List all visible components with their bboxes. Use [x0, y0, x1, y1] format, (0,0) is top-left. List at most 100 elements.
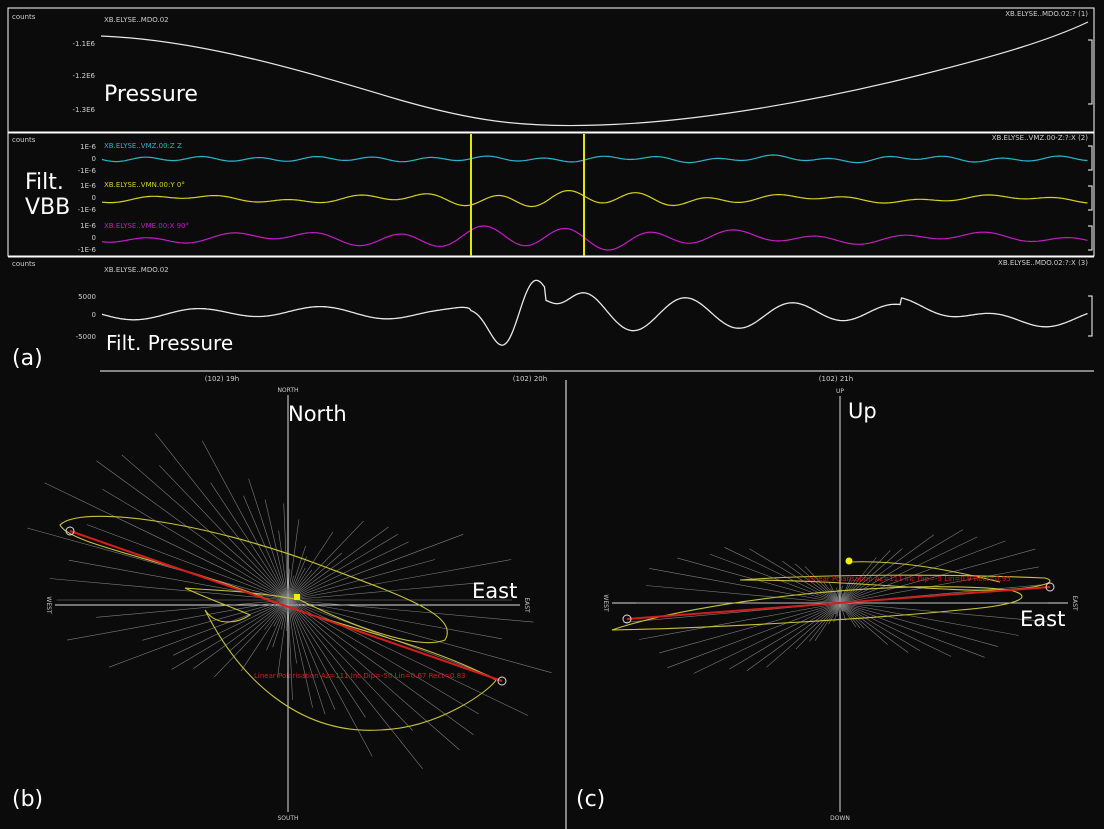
motion-ray — [749, 548, 841, 604]
motion-ray — [287, 599, 460, 751]
motion-ray — [287, 599, 413, 731]
motion-ray — [809, 602, 841, 642]
motion-ray — [839, 566, 1039, 604]
motion-ray — [287, 599, 502, 640]
filt-pressure-units: counts — [12, 260, 36, 268]
motion-ray — [283, 503, 289, 601]
time-tick-20h: (102) 20h — [513, 375, 547, 383]
motion-ray — [667, 602, 841, 669]
motion-ray — [724, 547, 841, 604]
motion-ray — [839, 581, 852, 604]
motion-ray — [287, 559, 435, 601]
motion-ray — [277, 599, 289, 678]
vbb-e-tick-bot: -1E-6 — [78, 246, 97, 254]
vbb-n-name: XB.ELYSE..VMN.00:Y 0° — [104, 181, 185, 189]
c-up-axis-label: UP — [836, 388, 844, 395]
filt-pressure-tick-3: -5000 — [76, 333, 96, 341]
motion-ray — [839, 602, 1019, 636]
vbb-z-trace — [101, 154, 1088, 164]
motion-ray — [286, 599, 289, 631]
motion-ray — [44, 482, 289, 601]
motion-ray — [839, 540, 1006, 604]
motion-ray — [287, 545, 306, 601]
motion-ray — [96, 599, 289, 618]
motion-ray — [287, 541, 409, 601]
motion-ray — [839, 602, 865, 629]
panel-a-tag: (a) — [12, 346, 43, 371]
pressure-trace — [100, 21, 1089, 127]
motion-ray — [839, 602, 921, 652]
motion-ray — [839, 602, 952, 657]
motion-ray — [287, 599, 297, 664]
motion-ray — [287, 569, 313, 601]
vbb-z-tick-mid: 0 — [92, 155, 96, 163]
filt-pressure-tick-1: 5000 — [78, 293, 96, 301]
vbb-n-tick-bot: -1E-6 — [78, 206, 97, 214]
motion-ray — [287, 552, 342, 601]
pressure-row-frame — [7, 7, 1095, 133]
filt-pressure-trace — [101, 279, 1088, 346]
motion-ray — [839, 534, 935, 604]
motion-ray — [287, 534, 399, 601]
vbb-n-tick-top: 1E-6 — [80, 182, 96, 190]
motion-ray — [248, 478, 289, 601]
motion-ray — [287, 534, 464, 601]
motion-ray — [272, 599, 289, 648]
motion-ray — [155, 433, 289, 601]
motion-ray — [839, 550, 891, 604]
motion-ray — [693, 602, 841, 674]
motion-ray — [287, 599, 474, 735]
filt-pressure-tick-2: 0 — [92, 311, 96, 319]
pressure-units: counts — [12, 13, 36, 21]
b-fit-text: Linear Polarisation Az=111 Inc Dip=-50 L… — [254, 672, 466, 680]
c-polarisation-end-west — [622, 614, 632, 624]
c-east-axis-label: EAST — [1071, 595, 1078, 611]
vbb-e-name: XB.ELYSE..VME.00:X 90° — [104, 222, 189, 230]
motion-ray — [287, 599, 313, 708]
motion-ray — [828, 582, 841, 604]
motion-ray — [833, 602, 841, 623]
motion-ray — [96, 460, 289, 601]
vbb-z-tick-top: 1E-6 — [80, 143, 96, 151]
motion-ray — [639, 602, 841, 640]
c-fit-text: Linear Polarisation Az=111 Inc Dip=-5 Li… — [808, 575, 1011, 583]
motion-ray — [804, 566, 841, 604]
b-motion-ellipse — [59, 515, 497, 731]
motion-ray — [287, 599, 534, 623]
vbb-e-tick-mid: 0 — [92, 234, 96, 242]
motion-ray — [240, 599, 289, 672]
motion-ray — [839, 557, 877, 604]
motion-ray — [287, 519, 300, 601]
motion-ray — [837, 589, 841, 604]
b-polarisation-line — [69, 530, 503, 682]
pressure-scale-bracket — [1088, 39, 1093, 105]
motion-ray — [766, 602, 841, 668]
c-motion-ellipse-upper — [739, 574, 1051, 591]
motion-ray — [287, 599, 336, 710]
motion-ray — [839, 548, 1036, 604]
motion-ray — [709, 553, 841, 604]
c-yellow-marker — [845, 557, 853, 565]
filt-pressure-scale-bracket — [1088, 295, 1093, 337]
vbb-e-trace — [101, 225, 1088, 251]
motion-ray — [649, 568, 841, 604]
vbb-units: counts — [12, 136, 36, 144]
vbb-channel-label: XB.ELYSE..VMZ.00-Z:?:X (2) — [992, 134, 1089, 142]
motion-ray — [142, 599, 289, 641]
vbb-row-frame — [7, 132, 1095, 257]
c-motion-ellipse-lower — [611, 586, 1023, 631]
vbb-z-name: XB.ELYSE..VMZ.00:Z Z — [104, 142, 182, 150]
vbb-e-tick-top: 1E-6 — [80, 222, 96, 230]
motion-ray — [201, 440, 289, 601]
motion-ray — [839, 529, 964, 604]
b-north-axis-label: NORTH — [277, 387, 298, 394]
motion-ray — [814, 602, 841, 641]
motion-ray — [287, 599, 479, 715]
motion-ray — [287, 599, 293, 700]
motion-ray — [229, 599, 289, 651]
motion-ray — [287, 520, 364, 601]
b-big-east-label: East — [472, 579, 517, 603]
motion-ray — [86, 524, 289, 601]
